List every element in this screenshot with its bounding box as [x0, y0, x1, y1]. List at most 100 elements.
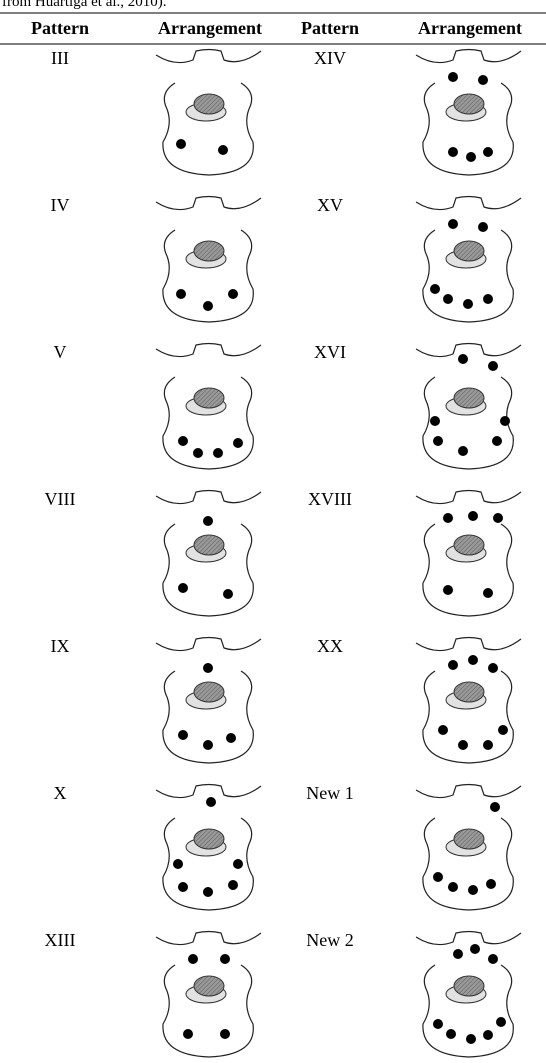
dot — [228, 289, 238, 299]
pattern-label: IX — [51, 636, 70, 656]
cell-body — [162, 523, 254, 617]
dot — [448, 219, 458, 229]
dot — [178, 730, 188, 740]
cell-body — [162, 82, 254, 176]
dot — [458, 354, 468, 364]
pattern-label: New 1 — [306, 783, 354, 803]
pattern-label: XIV — [314, 48, 346, 68]
pattern-label: New 2 — [306, 930, 354, 950]
dot — [218, 145, 228, 155]
dot — [178, 882, 188, 892]
dot — [483, 147, 493, 157]
cell-top — [155, 195, 262, 211]
dot — [433, 1019, 443, 1029]
dot — [458, 740, 468, 750]
dot — [490, 802, 500, 812]
cell-top — [155, 48, 262, 64]
nucleus — [193, 681, 225, 703]
dot — [488, 954, 498, 964]
arrangement-drawing — [415, 195, 522, 323]
cell-top — [155, 636, 262, 652]
dot — [468, 885, 478, 895]
dot — [430, 284, 440, 294]
dot — [176, 289, 186, 299]
pattern-label: XX — [317, 636, 343, 656]
pattern-label: VIII — [45, 489, 76, 509]
arrangement-drawing — [155, 636, 262, 764]
dot — [500, 416, 510, 426]
dot — [220, 1029, 230, 1039]
arrangement-drawing — [415, 489, 522, 617]
nucleus — [453, 534, 485, 556]
dot — [193, 448, 203, 458]
pattern-label: V — [54, 342, 67, 362]
nucleus — [453, 828, 485, 850]
dot — [492, 436, 502, 446]
arrangement-drawing — [155, 342, 262, 470]
dot — [233, 438, 243, 448]
dot — [443, 294, 453, 304]
dot — [446, 1029, 456, 1039]
dot — [458, 446, 468, 456]
dot — [448, 882, 458, 892]
dot — [183, 1029, 193, 1039]
cell-body — [162, 817, 254, 911]
dot — [178, 436, 188, 446]
dot — [173, 859, 183, 869]
dot — [483, 740, 493, 750]
dot — [488, 663, 498, 673]
dot — [463, 299, 473, 309]
cell-top — [415, 489, 522, 505]
cell-top — [155, 930, 262, 946]
dot — [483, 294, 493, 304]
cell-body — [422, 523, 514, 617]
arrangement-drawing — [415, 783, 522, 911]
cell-body — [162, 229, 254, 323]
dot — [453, 949, 463, 959]
arrangement-drawing — [415, 930, 522, 1058]
cell-top — [155, 489, 262, 505]
nucleus — [453, 681, 485, 703]
dot — [213, 448, 223, 458]
dot — [483, 1030, 493, 1040]
arrangement-drawing — [155, 930, 262, 1058]
nucleus — [193, 240, 225, 262]
dot — [203, 663, 213, 673]
column-header: Arrangement — [418, 18, 522, 38]
dot — [203, 887, 213, 897]
dot — [203, 740, 213, 750]
nucleus — [453, 93, 485, 115]
cell-top — [415, 783, 522, 799]
cell-body — [422, 229, 514, 323]
dot — [483, 588, 493, 598]
dot — [496, 1017, 506, 1027]
dot — [433, 872, 443, 882]
nucleus — [193, 534, 225, 556]
dot — [478, 222, 488, 232]
nucleus — [193, 975, 225, 997]
arrangement-drawing — [415, 342, 522, 470]
dot — [486, 879, 496, 889]
dot — [466, 152, 476, 162]
arrangement-drawing — [155, 489, 262, 617]
cell-body — [162, 376, 254, 470]
pattern-label: X — [54, 783, 67, 803]
cell-top — [155, 342, 262, 358]
dot — [188, 954, 198, 964]
dot — [468, 655, 478, 665]
pattern-label: XIII — [45, 930, 76, 950]
cell-top — [155, 783, 262, 799]
dot — [478, 75, 488, 85]
column-header: Pattern — [31, 18, 89, 38]
cell-body — [422, 82, 514, 176]
dot — [223, 589, 233, 599]
arrangement-drawing — [155, 48, 262, 176]
dot — [203, 516, 213, 526]
arrangement-drawing — [415, 636, 522, 764]
dot — [488, 361, 498, 371]
nucleus — [193, 93, 225, 115]
dot — [493, 513, 503, 523]
dot — [206, 797, 216, 807]
nucleus — [193, 828, 225, 850]
